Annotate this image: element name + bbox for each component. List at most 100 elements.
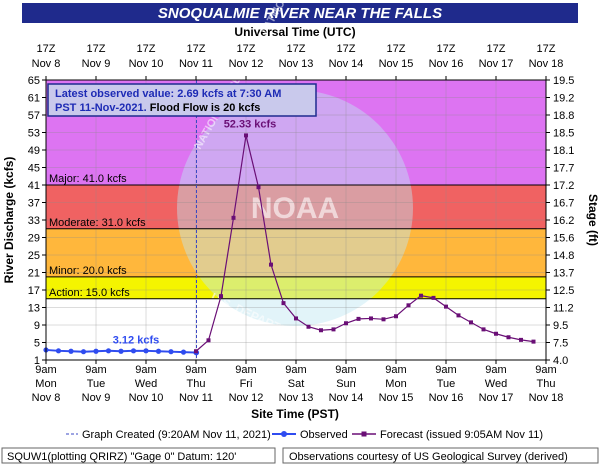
forecast-point: [219, 294, 223, 299]
right-tick-label: 7.5: [553, 338, 568, 350]
top-tick-date: Nov 11: [179, 58, 213, 70]
forecast-point: [481, 327, 486, 332]
forecast-point: [294, 316, 298, 321]
left-tick-label: 57: [28, 110, 40, 122]
left-tick-label: 61: [28, 93, 40, 105]
x-axis-title: Site Time (PST): [251, 407, 339, 421]
bottom-tick-time: 9am: [535, 364, 556, 376]
left-tick-label: 1: [34, 355, 40, 367]
observed-point: [80, 349, 87, 355]
bottom-tick-date: Nov 10: [129, 392, 164, 404]
left-tick-label: 45: [28, 163, 40, 175]
chart-title: SNOQUALMIE RIVER NEAR THE FALLS: [158, 5, 442, 22]
bottom-tick-date: Nov 11: [179, 392, 213, 404]
bottom-tick-date: Nov 16: [429, 392, 464, 404]
flood-flow-note: Flood Flow is 20 kcfs: [147, 102, 261, 114]
bottom-tick-day: Thu: [187, 378, 206, 390]
top-tick-time: 17Z: [87, 43, 106, 55]
right-axis-ticks: 4.0 7.5 9.5 11.2 12.5 13.7 14.8 15.6 16.2 16.7 17.…: [546, 75, 574, 367]
observed-point: [180, 349, 187, 355]
right-tick-label: 18.8: [553, 110, 574, 122]
top-tick-date: Nov 12: [229, 58, 264, 70]
left-tick-label: 21: [28, 268, 40, 280]
bottom-tick-day: Fri: [240, 378, 253, 390]
zone-label-minor: Minor: 20.0 kcfs: [49, 265, 127, 277]
latest-value-date: PST 11-Nov-2021.: [55, 102, 147, 114]
observed-point: [68, 348, 74, 354]
forecast-point: [506, 335, 511, 340]
bottom-tick-date: Nov 15: [379, 392, 414, 404]
right-tick-label: 19.5: [553, 75, 574, 87]
bottom-tick-date: Nov 9: [82, 392, 111, 404]
left-tick-label: 53: [28, 128, 40, 140]
bottom-tick-day: Sun: [336, 378, 356, 390]
forecast-point: [369, 316, 373, 321]
observed-point: [105, 348, 112, 354]
left-tick-label: 13: [28, 303, 40, 315]
legend-created-label: Graph Created (9:20AM Nov 11, 2021): [82, 429, 271, 441]
forecast-point: [531, 339, 536, 344]
right-tick-label: 4.0: [553, 355, 568, 367]
bottom-tick-day: Tue: [437, 378, 456, 390]
top-tick-date: Nov 10: [129, 58, 164, 70]
top-axis-ticks: 17Z Nov 8 17Z Nov 9 17Z Nov 10 17Z Nov 11 17Z Nov…: [32, 43, 564, 80]
right-tick-label: 17.2: [553, 180, 574, 192]
bottom-tick-time: 9am: [35, 364, 56, 376]
right-tick-label: 11.2: [553, 303, 574, 315]
top-tick-date: Nov 18: [529, 58, 564, 70]
top-tick-time: 17Z: [187, 43, 206, 55]
legend-forecast-marker: [361, 431, 367, 437]
zone-label-moderate: Moderate: 31.0 kcfs: [49, 217, 146, 229]
forecast-point: [269, 262, 273, 267]
bottom-tick-day: Mon: [35, 378, 56, 390]
bottom-tick-date: Nov 8: [32, 392, 61, 404]
bottom-tick-time: 9am: [385, 364, 406, 376]
observed-point: [130, 348, 137, 354]
left-tick-label: 5: [34, 338, 40, 350]
top-axis-title: Universal Time (UTC): [234, 25, 355, 39]
forecast-point: [519, 337, 523, 342]
latest-value-box: [47, 83, 317, 117]
top-tick-date: Nov 14: [329, 58, 364, 70]
observed-point: [93, 348, 99, 354]
bottom-tick-day: Sat: [288, 378, 305, 390]
footer-datum: SQUW1(plotting QRIRZ) "Gage 0" Datum: 12…: [7, 451, 236, 463]
bottom-tick-time: 9am: [285, 364, 306, 376]
top-tick-time: 17Z: [237, 43, 256, 55]
forecast-point: [319, 328, 323, 333]
bottom-tick-time: 9am: [85, 364, 106, 376]
legend-forecast-label: Forecast (issued 9:05AM Nov 11): [380, 429, 543, 441]
forecast-point: [431, 295, 436, 300]
left-tick-label: 25: [28, 250, 40, 262]
top-tick-time: 17Z: [137, 43, 156, 55]
bottom-tick-day: Wed: [485, 378, 507, 390]
forecast-peak-label: 52.33 kcfs: [224, 118, 277, 130]
left-tick-label: 65: [28, 75, 40, 87]
top-tick-time: 17Z: [537, 43, 556, 55]
top-tick-date: Nov 9: [82, 58, 111, 70]
forecast-point: [394, 314, 398, 319]
bottom-tick-date: Nov 18: [529, 392, 564, 404]
right-tick-label: 9.5: [553, 320, 568, 332]
forecast-point: [494, 331, 498, 336]
top-tick-time: 17Z: [287, 43, 306, 55]
forecast-point: [231, 215, 236, 220]
left-tick-label: 49: [28, 145, 40, 157]
noaa-logo-circle: [177, 90, 413, 326]
right-tick-label: 12.5: [553, 285, 574, 297]
top-tick-time: 17Z: [437, 43, 456, 55]
forecast-point: [256, 185, 261, 190]
forecast-point: [419, 293, 423, 298]
bottom-tick-day: Thu: [537, 378, 556, 390]
left-tick-label: 17: [28, 285, 40, 297]
footer-left-box: [1, 447, 276, 464]
bottom-tick-time: 9am: [435, 364, 456, 376]
forecast-line: [195, 135, 534, 352]
top-tick-date: Nov 16: [429, 58, 464, 70]
bottom-tick-time: 9am: [335, 364, 356, 376]
right-tick-label: 16.7: [553, 198, 574, 210]
top-tick-date: Nov 8: [32, 58, 61, 70]
top-tick-date: Nov 17: [479, 58, 514, 70]
legend-observed-label: Observed: [300, 429, 348, 441]
